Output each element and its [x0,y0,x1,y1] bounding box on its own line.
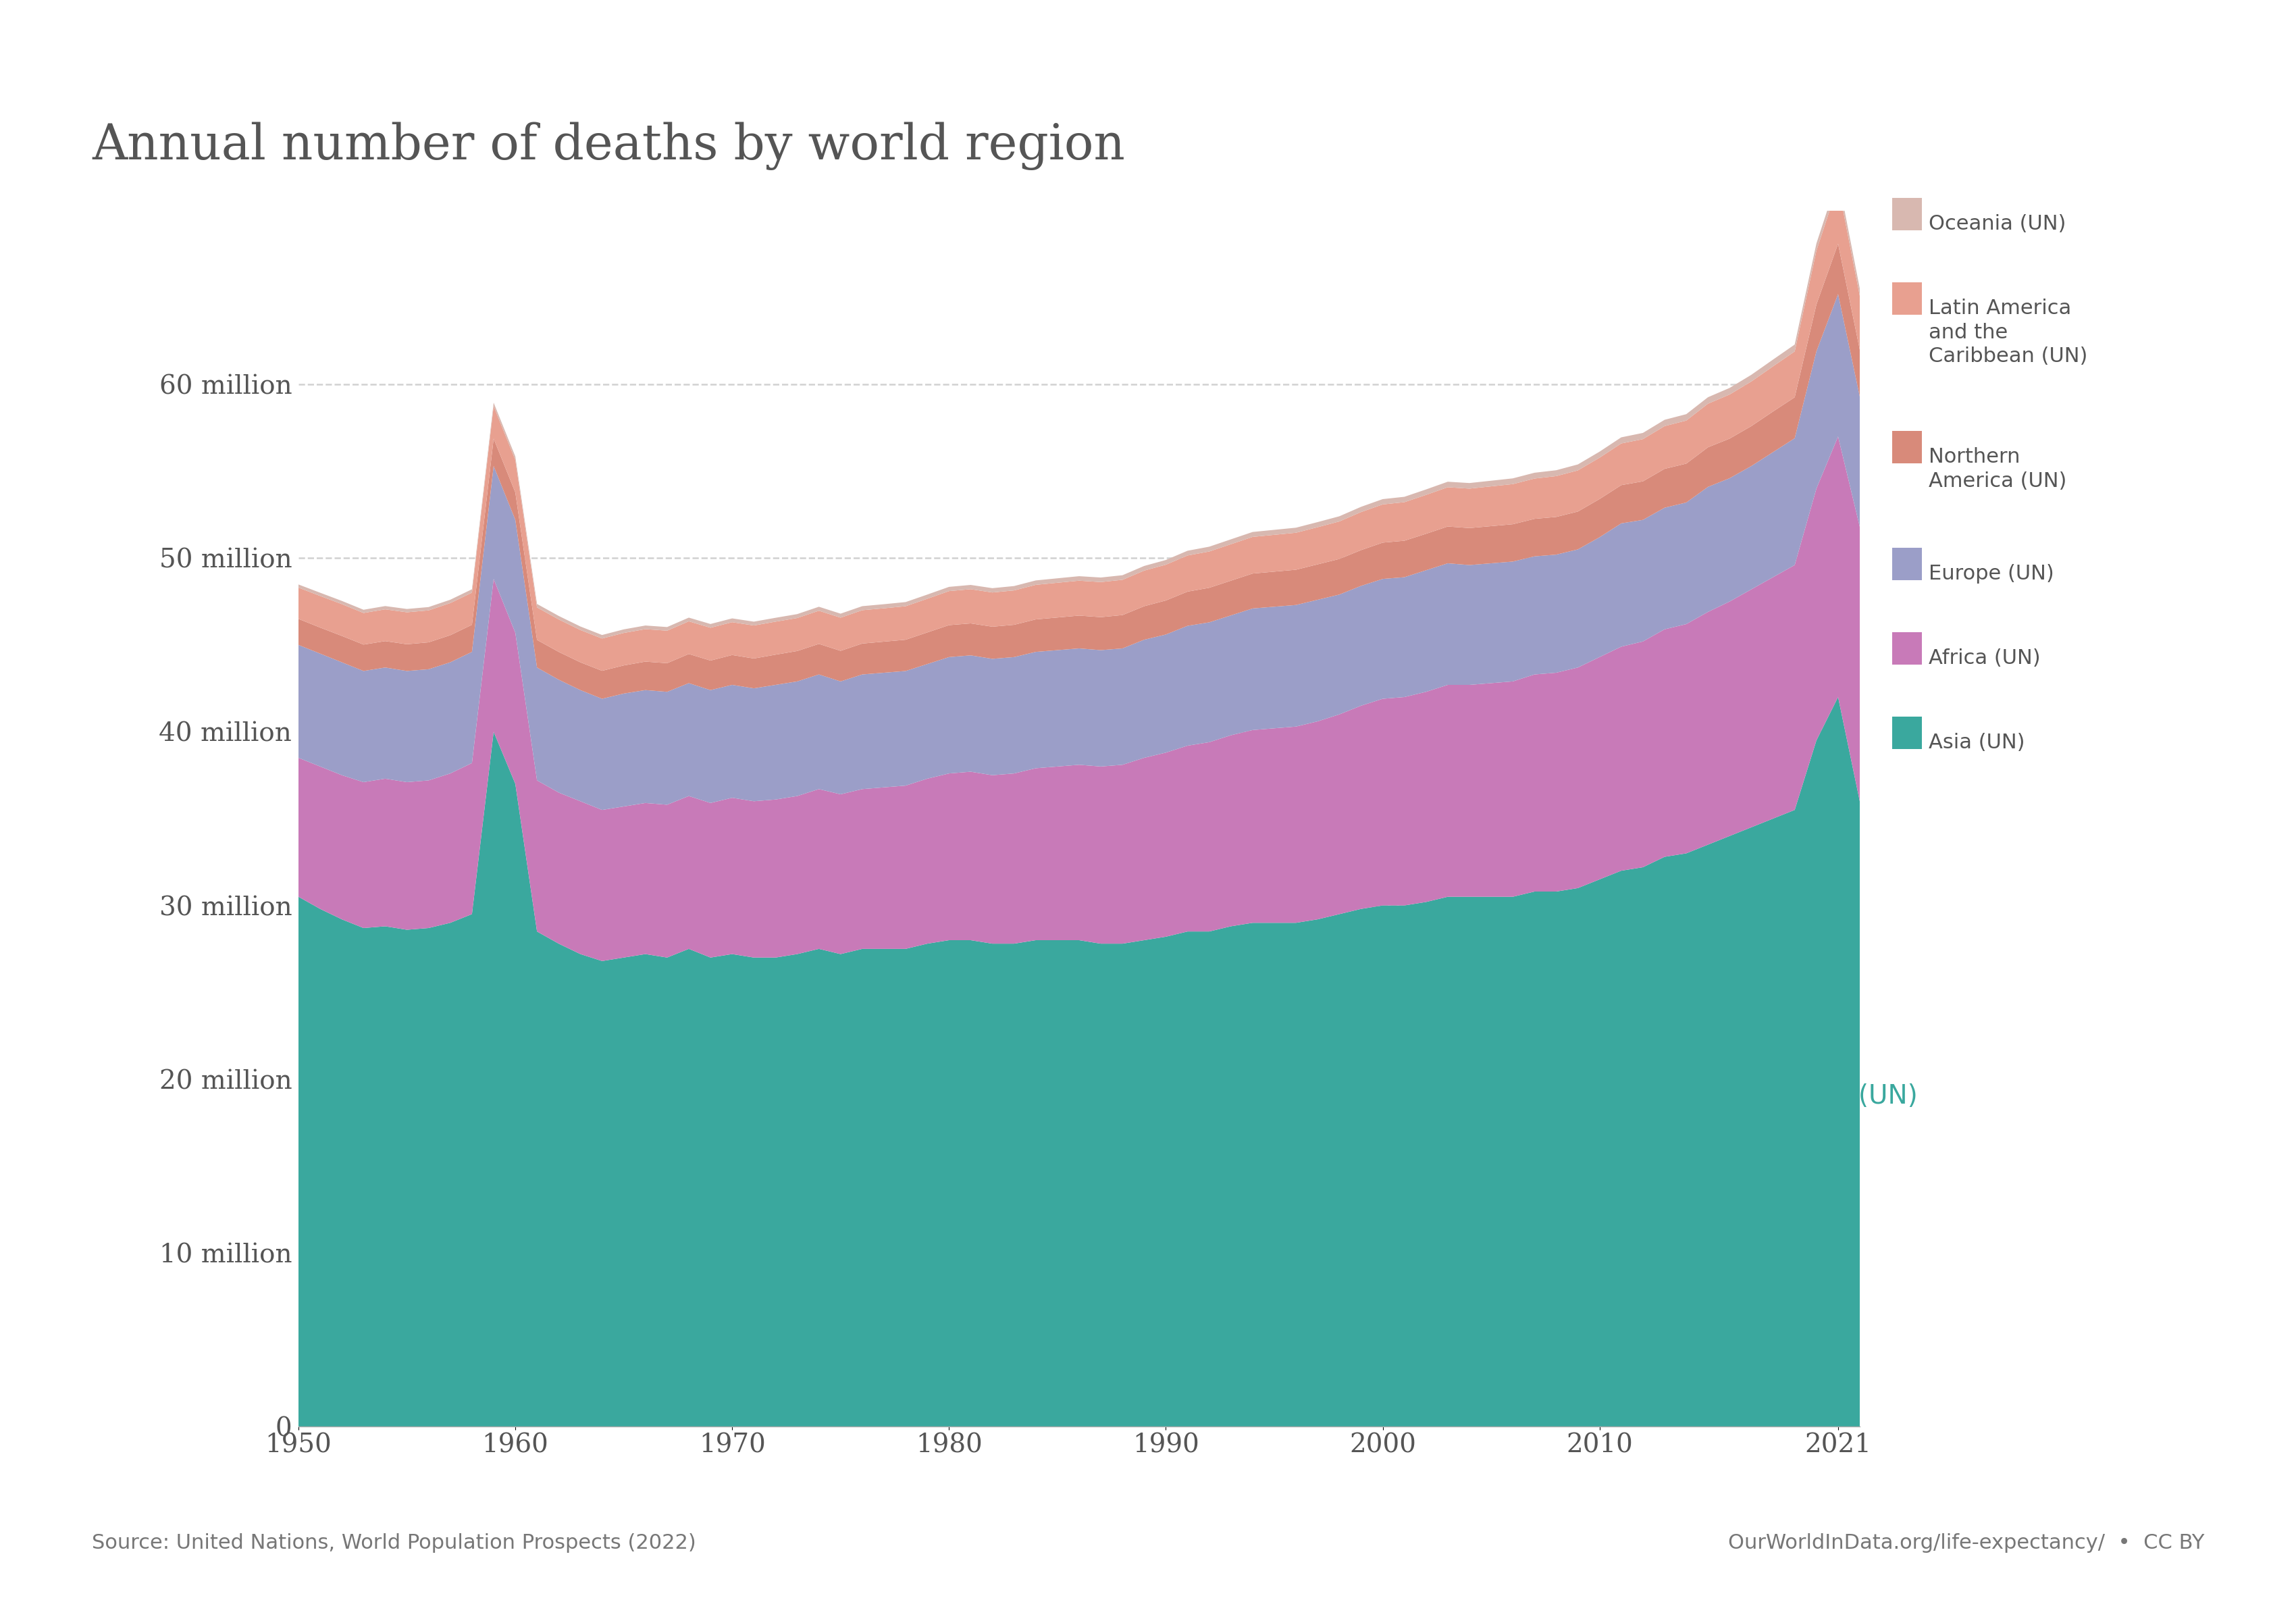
Text: Asia (UN): Asia (UN) [1795,1084,1917,1109]
Text: Annual number of deaths by world region: Annual number of deaths by world region [92,122,1125,170]
Text: in Data: in Data [2092,141,2165,159]
Text: Our World: Our World [2078,91,2179,109]
Text: Source: United Nations, World Population Prospects (2022): Source: United Nations, World Population… [92,1533,696,1553]
Text: Africa (UN): Africa (UN) [1929,648,2041,668]
FancyBboxPatch shape [1892,431,1922,464]
Text: Oceania (UN): Oceania (UN) [1929,214,2066,233]
FancyBboxPatch shape [1892,198,1922,230]
FancyBboxPatch shape [1892,632,1922,665]
Text: Latin America
and the
Caribbean (UN): Latin America and the Caribbean (UN) [1929,298,2087,366]
Text: Asia (UN): Asia (UN) [1929,733,2025,752]
Text: Europe (UN): Europe (UN) [1929,564,2055,584]
FancyBboxPatch shape [1892,282,1922,314]
FancyBboxPatch shape [1892,716,1922,749]
FancyBboxPatch shape [1892,548,1922,580]
Text: Northern
America (UN): Northern America (UN) [1929,447,2066,491]
Text: OurWorldInData.org/life-expectancy/  •  CC BY: OurWorldInData.org/life-expectancy/ • CC… [1729,1533,2204,1553]
